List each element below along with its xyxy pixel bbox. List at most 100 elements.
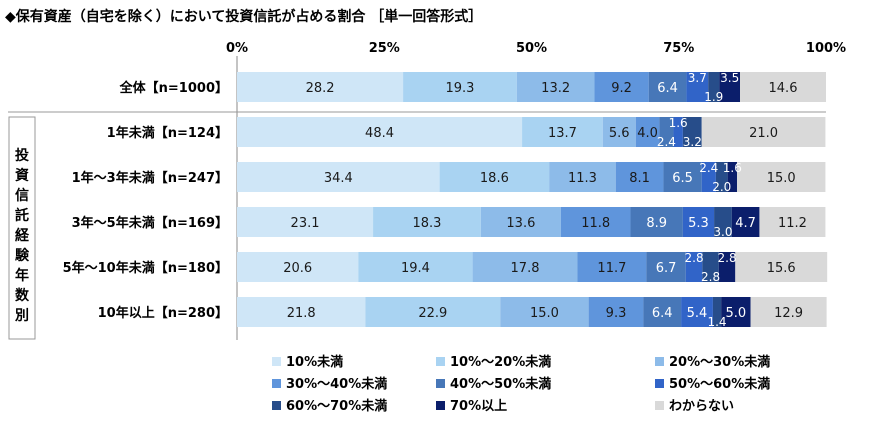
data-label: 28.2 bbox=[306, 81, 335, 96]
bar-segment bbox=[472, 252, 578, 282]
bar-segment bbox=[358, 252, 473, 282]
data-label: 5.0 bbox=[726, 306, 747, 321]
side-label-char: 託 bbox=[15, 207, 29, 224]
bar-segment bbox=[663, 162, 702, 192]
bar-segment bbox=[237, 162, 440, 192]
bar-segment bbox=[237, 72, 404, 102]
data-label: 14.6 bbox=[769, 81, 798, 96]
chart-title: ◆保有資産（自宅を除く）において投資信託が占める割合 ［単一回答形式］ bbox=[5, 9, 483, 25]
bar-segment bbox=[686, 72, 709, 102]
bar-segment bbox=[682, 207, 715, 237]
x-tick-label: 50% bbox=[516, 41, 547, 56]
category-label: 1年未満【n=124】 bbox=[107, 125, 228, 141]
bar-segment bbox=[759, 207, 826, 237]
data-label: 6.7 bbox=[656, 261, 677, 276]
bar-segment bbox=[731, 207, 760, 237]
data-label: 2.8 bbox=[685, 251, 704, 265]
bar-segment bbox=[522, 117, 603, 147]
bar-segment bbox=[708, 72, 720, 102]
bar-segment bbox=[685, 252, 703, 282]
x-tick-label: 75% bbox=[663, 41, 694, 56]
bar-segment bbox=[750, 297, 827, 327]
data-label: 3.7 bbox=[688, 71, 707, 85]
data-label: 2.0 bbox=[712, 180, 731, 194]
data-label: 13.6 bbox=[506, 216, 535, 231]
data-label: 48.4 bbox=[365, 126, 394, 141]
bar-segment bbox=[721, 297, 751, 327]
bar-segment bbox=[237, 117, 523, 147]
bar-segment bbox=[659, 117, 674, 147]
legend-label: わからない bbox=[669, 399, 734, 414]
bar-segment bbox=[237, 207, 374, 237]
data-label: 8.9 bbox=[646, 216, 667, 231]
data-label: 1.9 bbox=[704, 90, 723, 104]
side-label-char: 別 bbox=[14, 308, 29, 324]
data-label: 12.9 bbox=[774, 306, 803, 321]
category-label: 1年～3年未満【n=247】 bbox=[72, 170, 228, 186]
data-label: 6.4 bbox=[657, 81, 678, 96]
data-label: 13.2 bbox=[541, 81, 570, 96]
data-label: 2.4 bbox=[699, 161, 718, 175]
bar-segment bbox=[439, 162, 550, 192]
data-label: 15.0 bbox=[530, 306, 559, 321]
data-label: 19.3 bbox=[445, 81, 474, 96]
bar-segment bbox=[701, 117, 826, 147]
bar-segment bbox=[735, 252, 828, 282]
data-label: 2.4 bbox=[657, 135, 676, 149]
side-label-char: 数 bbox=[15, 287, 30, 304]
data-label: 6.4 bbox=[652, 306, 673, 321]
data-label: 1.4 bbox=[707, 315, 726, 329]
data-label: 17.8 bbox=[511, 261, 540, 276]
side-label-char: 年 bbox=[15, 267, 29, 284]
data-label: 5.4 bbox=[687, 306, 708, 321]
data-label: 3.0 bbox=[713, 225, 732, 239]
bar-segment bbox=[237, 252, 359, 282]
bar-segment bbox=[718, 252, 736, 282]
bar-segment bbox=[701, 162, 716, 192]
data-label: 13.7 bbox=[548, 126, 577, 141]
bar-segment bbox=[681, 297, 713, 327]
data-label: 8.1 bbox=[629, 171, 650, 186]
group-bracket bbox=[8, 116, 36, 340]
data-label: 11.3 bbox=[568, 171, 597, 186]
legend-label: 40%～50%未満 bbox=[450, 376, 551, 392]
bar-segment bbox=[719, 72, 741, 102]
bar-segment bbox=[237, 297, 366, 327]
bar-segment bbox=[714, 207, 732, 237]
legend-swatch bbox=[436, 357, 445, 366]
data-label: 3.5 bbox=[720, 71, 739, 85]
bar-segment bbox=[740, 72, 826, 102]
data-label: 1.6 bbox=[723, 161, 742, 175]
legend-swatch bbox=[272, 379, 281, 388]
category-label: 10年以上【n=280】 bbox=[98, 305, 228, 321]
data-label: 21.8 bbox=[287, 306, 316, 321]
data-label: 15.6 bbox=[767, 261, 796, 276]
data-label: 18.6 bbox=[480, 171, 509, 186]
bar-segment bbox=[560, 207, 631, 237]
bar-segment bbox=[643, 297, 682, 327]
side-label-char: 信 bbox=[15, 187, 29, 204]
bar-segment bbox=[594, 72, 649, 102]
data-label: 23.1 bbox=[291, 216, 320, 231]
bar-segment bbox=[480, 207, 561, 237]
legend-swatch bbox=[436, 401, 445, 410]
category-label: 3年～5年未満【n=169】 bbox=[72, 215, 228, 231]
bar-segment bbox=[715, 162, 728, 192]
bar-segment bbox=[712, 297, 722, 327]
data-label: 11.2 bbox=[778, 216, 807, 231]
bar-segment bbox=[673, 117, 683, 147]
bar-segment bbox=[630, 207, 683, 237]
legend-label: 10%～20%未満 bbox=[450, 354, 551, 370]
x-tick-label: 25% bbox=[369, 41, 400, 56]
data-label: 34.4 bbox=[324, 171, 353, 186]
bar-segment bbox=[365, 297, 501, 327]
legend-swatch bbox=[655, 379, 664, 388]
bar-segment bbox=[737, 162, 826, 192]
x-tick-label: 0% bbox=[226, 41, 248, 56]
side-label-char: 投 bbox=[15, 148, 29, 164]
data-label: 1.6 bbox=[669, 116, 688, 130]
side-label-char: 験 bbox=[15, 247, 30, 264]
legend-label: 10%未満 bbox=[286, 354, 343, 370]
data-label: 15.0 bbox=[767, 171, 796, 186]
bar-segment bbox=[648, 72, 687, 102]
